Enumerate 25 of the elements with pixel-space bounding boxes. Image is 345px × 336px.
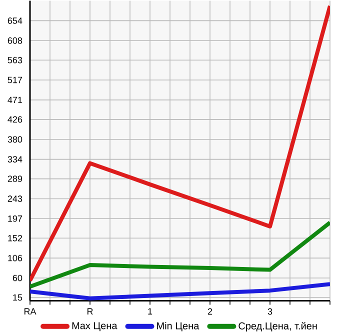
y-tick-label: 106 (8, 255, 22, 262)
y-tick-label: 608 (8, 38, 22, 44)
y-tick-label: 517 (8, 77, 22, 84)
y-tick-label: 197 (8, 216, 22, 222)
legend-label: Min Цена (157, 322, 200, 332)
legend-label: Max Цена (72, 322, 118, 332)
line-series (30, 220, 330, 289)
line-series (30, 4, 330, 283)
y-tick-label: 15 (13, 294, 22, 301)
y-tick-label: 654 (8, 18, 22, 24)
x-tick-label: R (87, 308, 93, 315)
y-tick-label: 60 (12, 274, 22, 282)
y-tick-label: 426 (8, 116, 22, 123)
x-tick-label: 3 (268, 308, 272, 315)
y-tick-label: 334 (8, 156, 22, 163)
y-tick-label: 471 (8, 96, 22, 104)
x-tick-label: 2 (208, 308, 212, 315)
y-tick-label: 152 (8, 235, 22, 242)
y-tick-label: 563 (8, 57, 22, 64)
x-tick-label: 1 (148, 308, 152, 315)
legend-label: Сред.Цена, т.йен (238, 322, 317, 332)
y-tick-label: 289 (8, 176, 22, 182)
y-tick-label: 243 (8, 196, 22, 202)
y-tick-label: 380 (8, 136, 22, 143)
x-tick-label: RA (24, 308, 36, 315)
